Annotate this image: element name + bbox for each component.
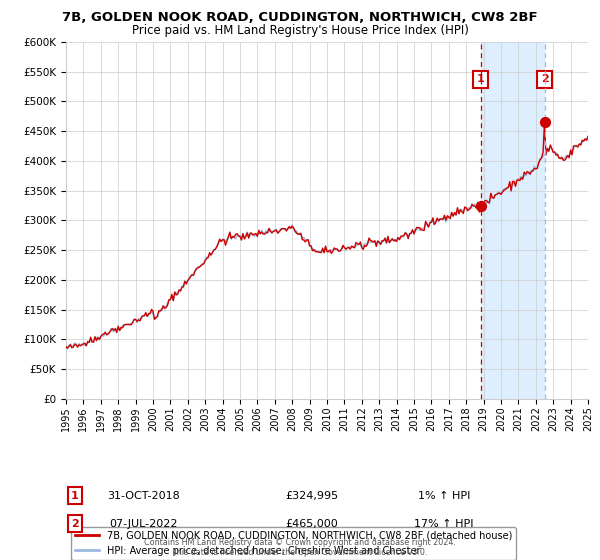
Text: 1: 1 bbox=[477, 74, 485, 85]
Point bbox=[476, 201, 485, 210]
Bar bbox=[481, 42, 544, 399]
Text: 1: 1 bbox=[71, 491, 79, 501]
Text: 7B, GOLDEN NOOK ROAD, CUDDINGTON, NORTHWICH, CW8 2BF: 7B, GOLDEN NOOK ROAD, CUDDINGTON, NORTHW… bbox=[62, 11, 538, 24]
Legend: 7B, GOLDEN NOOK ROAD, CUDDINGTON, NORTHWICH, CW8 2BF (detached house), HPI: Aver: 7B, GOLDEN NOOK ROAD, CUDDINGTON, NORTHW… bbox=[71, 527, 516, 559]
Text: 2: 2 bbox=[71, 519, 79, 529]
Text: Contains HM Land Registry data © Crown copyright and database right 2024.
This d: Contains HM Land Registry data © Crown c… bbox=[144, 538, 456, 557]
Point bbox=[540, 118, 550, 127]
Text: 31-OCT-2018: 31-OCT-2018 bbox=[107, 491, 181, 501]
Text: £465,000: £465,000 bbox=[286, 519, 338, 529]
Text: 2: 2 bbox=[541, 74, 548, 85]
Text: 07-JUL-2022: 07-JUL-2022 bbox=[110, 519, 178, 529]
Text: 1% ↑ HPI: 1% ↑ HPI bbox=[418, 491, 470, 501]
Text: £324,995: £324,995 bbox=[286, 491, 338, 501]
Text: 17% ↑ HPI: 17% ↑ HPI bbox=[414, 519, 474, 529]
Text: Price paid vs. HM Land Registry's House Price Index (HPI): Price paid vs. HM Land Registry's House … bbox=[131, 24, 469, 36]
